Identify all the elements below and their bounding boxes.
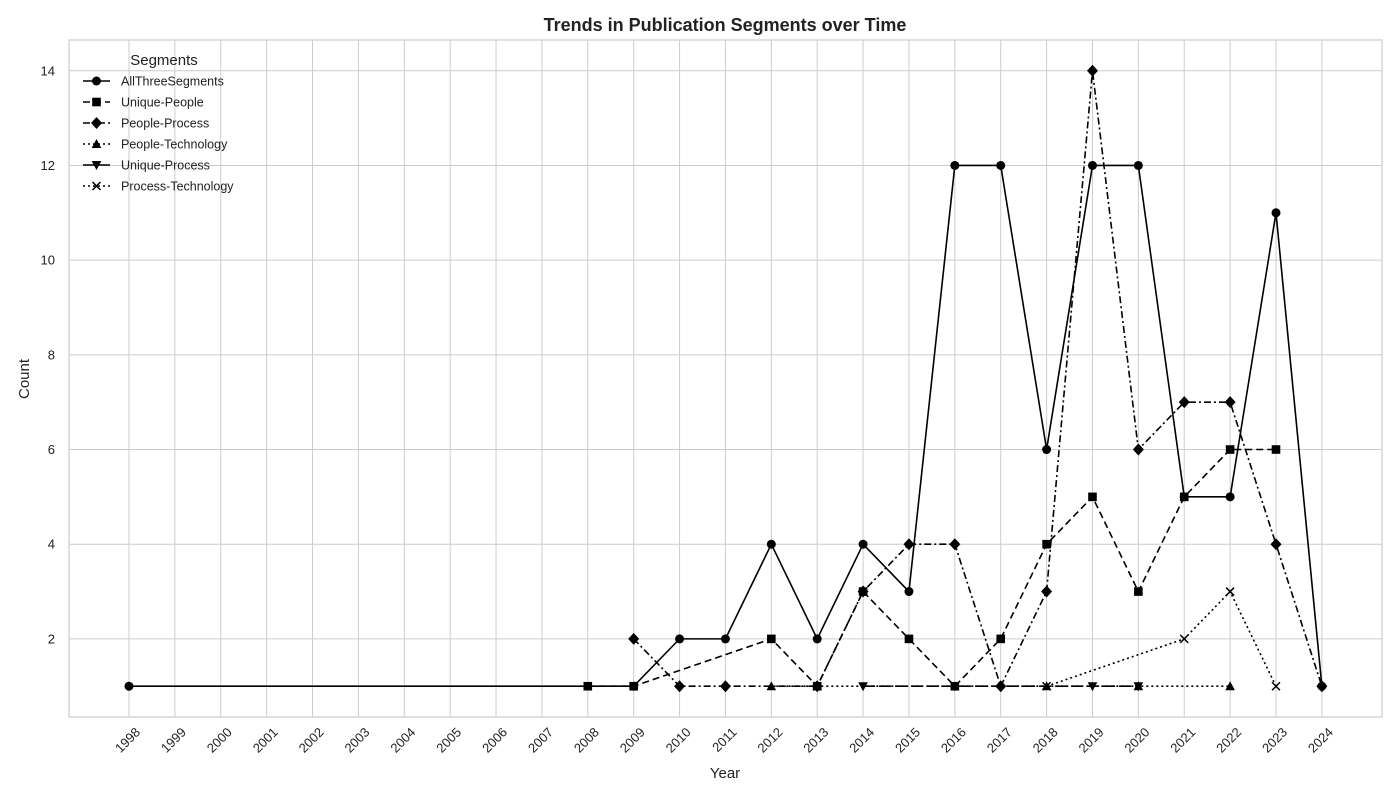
data-point-unique-people bbox=[1134, 587, 1143, 596]
data-point-people-process bbox=[1316, 680, 1328, 693]
data-point-people-process bbox=[628, 632, 640, 645]
data-point-process-technology bbox=[1271, 681, 1281, 691]
legend-items: AllThreeSegments Unique-People People-Proc… bbox=[83, 75, 234, 194]
series-line-people-process bbox=[633, 69, 1323, 688]
data-point-people-technology bbox=[1225, 681, 1235, 691]
data-point-unique-people bbox=[1042, 539, 1051, 549]
y-tick-label: 6 bbox=[48, 442, 55, 457]
legend-item-process-technology: Process-Technology bbox=[83, 180, 234, 194]
data-point-allthreesegments bbox=[996, 160, 1006, 170]
series-line-unique-people bbox=[587, 448, 1276, 688]
data-point-allthreesegments bbox=[812, 634, 822, 644]
y-tick-label: 2 bbox=[48, 631, 55, 646]
legend-marker bbox=[92, 97, 101, 107]
legend-label: Unique-People bbox=[121, 96, 204, 110]
data-point-unique-process bbox=[858, 682, 868, 692]
legend-label: Process-Technology bbox=[121, 180, 234, 194]
legend-label: People-Process bbox=[121, 117, 209, 131]
series-unique-process bbox=[858, 682, 1144, 692]
data-point-people-process bbox=[857, 585, 869, 598]
data-point-process-technology bbox=[1042, 681, 1052, 691]
legend-marker bbox=[91, 117, 102, 129]
legend-label: Unique-Process bbox=[121, 159, 210, 173]
data-point-people-process bbox=[903, 538, 915, 551]
data-point-people-process bbox=[1224, 396, 1236, 409]
legend-title: Segments bbox=[130, 52, 198, 69]
data-point-allthreesegments bbox=[124, 681, 134, 691]
data-point-people-process bbox=[1041, 585, 1053, 598]
y-tick-label: 4 bbox=[48, 537, 55, 552]
legend-marker bbox=[91, 161, 102, 170]
x-axis-label: Year bbox=[710, 765, 740, 782]
y-tick-label: 14 bbox=[41, 63, 55, 78]
legend: Segments AllThreeSegments Unique-People Pe… bbox=[83, 52, 234, 194]
data-point-allthreesegments bbox=[1087, 160, 1097, 170]
data-point-unique-process bbox=[1087, 682, 1098, 692]
data-point-allthreesegments bbox=[1133, 160, 1143, 170]
legend-label: People-Technology bbox=[121, 138, 228, 152]
legend-item-allthreesegments: AllThreeSegments bbox=[83, 75, 224, 89]
data-point-unique-people bbox=[1225, 445, 1235, 454]
data-point-people-process bbox=[1132, 443, 1144, 456]
data-point-allthreesegments bbox=[766, 539, 776, 549]
data-point-people-process bbox=[674, 680, 686, 693]
y-tick-label: 12 bbox=[41, 158, 55, 173]
legend-marker bbox=[92, 76, 101, 86]
data-point-unique-people bbox=[767, 634, 776, 644]
data-point-people-process bbox=[1270, 538, 1282, 551]
data-point-unique-process bbox=[1133, 682, 1144, 692]
series-process-technology bbox=[1042, 587, 1281, 691]
legend-marker bbox=[91, 139, 102, 148]
legend-marker bbox=[91, 181, 102, 191]
series-people-process bbox=[628, 64, 1328, 693]
y-tick-label: 8 bbox=[48, 347, 55, 362]
data-point-people-process bbox=[719, 680, 731, 693]
y-axis-label: Count bbox=[16, 358, 33, 399]
data-point-process-technology bbox=[1225, 587, 1235, 597]
chart-title: Trends in Publication Segments over Time bbox=[544, 15, 907, 35]
data-point-unique-people bbox=[1179, 492, 1189, 502]
legend-item-people-technology: People-Technology bbox=[83, 138, 228, 152]
data-point-unique-people bbox=[583, 681, 593, 691]
data-point-unique-people bbox=[904, 634, 914, 644]
data-point-allthreesegments bbox=[1042, 445, 1052, 455]
data-point-allthreesegments bbox=[904, 587, 914, 597]
data-point-unique-people bbox=[1088, 492, 1097, 502]
data-point-allthreesegments bbox=[720, 634, 730, 644]
data-point-allthreesegments bbox=[1225, 492, 1235, 502]
plot-frame bbox=[68, 39, 1383, 718]
data-point-allthreesegments bbox=[950, 160, 960, 170]
data-point-unique-people bbox=[996, 634, 1006, 644]
legend-item-unique-people: Unique-People bbox=[83, 96, 204, 110]
data-point-unique-people bbox=[1271, 445, 1281, 454]
legend-label: AllThreeSegments bbox=[121, 75, 224, 89]
y-tick-label: 10 bbox=[41, 253, 55, 268]
data-point-unique-process bbox=[950, 682, 960, 692]
data-point-allthreesegments bbox=[858, 539, 868, 549]
y-tick-labels: 2 4 6 8 10 12 14 bbox=[41, 63, 55, 646]
legend-item-unique-process: Unique-Process bbox=[83, 159, 210, 173]
data-point-people-process bbox=[949, 538, 961, 551]
series-layer bbox=[124, 64, 1328, 693]
data-point-unique-people bbox=[629, 681, 638, 691]
legend-item-people-process: People-Process bbox=[83, 117, 209, 131]
data-point-people-process bbox=[1086, 64, 1098, 77]
data-point-allthreesegments bbox=[1271, 208, 1281, 218]
data-point-process-technology bbox=[1179, 634, 1189, 644]
data-point-allthreesegments bbox=[675, 634, 685, 644]
data-point-people-technology bbox=[766, 681, 777, 691]
grid-layer bbox=[69, 40, 1382, 717]
data-point-people-process bbox=[1178, 396, 1190, 409]
data-point-people-technology bbox=[812, 681, 822, 691]
